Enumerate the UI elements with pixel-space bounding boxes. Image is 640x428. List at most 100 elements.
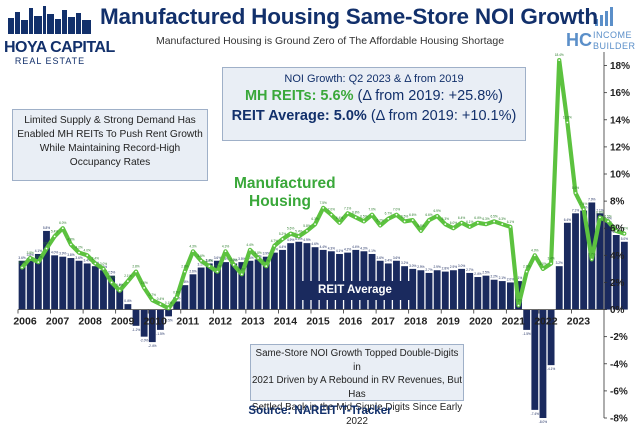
reit-bar [83, 263, 91, 310]
stats-mh-value: MH REITs: 5.6% [244, 88, 354, 104]
income-builder-logo: HC INCOME BUILDER [566, 6, 636, 58]
mh-point-label: 4.5% [43, 242, 50, 246]
stats-reit-value: REIT Average: 5.0% [231, 108, 367, 124]
y-tick-label: 0% [610, 305, 625, 316]
mh-point-label: 0.3% [515, 298, 522, 302]
mh-point [468, 225, 471, 228]
mh-point-label: 6.2% [377, 219, 384, 223]
reit-bar [498, 281, 506, 310]
reit-bar-label: 3.2% [401, 261, 408, 265]
mh-point [338, 221, 341, 224]
x-tick-label: 2017 [371, 316, 395, 328]
reit-bar-label: 3.6% [377, 256, 384, 260]
mh-point [314, 223, 316, 226]
reit-bar [34, 253, 42, 310]
reit-bar-label: 4.1% [368, 249, 375, 253]
x-tick-label: 2007 [46, 316, 70, 328]
mh-point [599, 216, 601, 219]
reit-bar [26, 258, 34, 310]
mh-point-label: 3.4% [92, 256, 99, 260]
reit-bar-label: 3.5% [238, 257, 245, 261]
mh-point [533, 254, 536, 257]
reit-bar [108, 275, 116, 310]
reit-bar-label: 4.9% [303, 238, 310, 242]
rv-rebound-note: Same-Store NOI Growth Topped Double-Digi… [250, 344, 464, 427]
reit-bar-label: 3.6% [75, 256, 82, 260]
mh-label-line: Manufactured [234, 175, 336, 192]
mh-point-label: 5.8% [417, 224, 424, 228]
mh-point-label: 18.4% [555, 53, 564, 57]
reit-bar [75, 260, 83, 310]
mh-point-label: 1.6% [141, 281, 148, 285]
reit-bar [523, 309, 531, 330]
mh-point-label: 6.0% [450, 221, 457, 225]
mh-point-label: 6.3% [499, 217, 506, 221]
mh-point-label: 5.2% [279, 232, 286, 236]
reit-bar [246, 260, 254, 310]
mh-point [159, 303, 162, 306]
mh-point-label: 3.1% [18, 261, 25, 265]
noi-stats-box: NOI Growth: Q2 2023 & Δ from 2019 MH REI… [222, 67, 526, 141]
reit-bar [18, 260, 26, 310]
reit-bar [230, 263, 238, 310]
reit-bar [165, 309, 172, 317]
reit-bar [612, 235, 620, 310]
mh-point-label: 13.8% [563, 115, 572, 119]
x-tick-label: 2019 [437, 316, 461, 328]
reit-bar-label: 2.8% [442, 267, 449, 271]
reit-bar-label: 2.6% [189, 269, 196, 273]
y-tick-label: 12% [610, 142, 630, 153]
reit-bar [555, 266, 563, 310]
reit-bar-label: 2.1% [499, 276, 506, 280]
reit-bar-label: 4.3% [360, 246, 367, 250]
reit-bar-label: -0.5% [164, 318, 172, 322]
reit-bar [425, 272, 433, 310]
reit-bar [51, 255, 59, 310]
mh-point [249, 249, 251, 251]
x-tick-label: 2010 [144, 316, 168, 328]
reit-bar-label: 3.4% [385, 258, 392, 262]
reit-bar-label: 7.9% [588, 197, 595, 201]
mh-point [322, 206, 325, 209]
mh-point-label: 2.1% [124, 274, 131, 278]
reit-bar-label: 4.4% [320, 245, 327, 249]
manufactured-housing-data-labels: 3.1%3.8%3.5%4.5%5.4%6.0%4.8%4.2%4.0%3.4%… [18, 53, 628, 310]
reit-bar [409, 268, 417, 310]
mh-point [102, 267, 105, 270]
mh-point-label: 7.0% [393, 208, 400, 212]
mh-point-label: 4.4% [246, 243, 253, 247]
y-tick-label: 2% [610, 278, 625, 289]
mh-point-label: 4.2% [75, 246, 82, 250]
y-tick-label: -4% [610, 359, 628, 370]
reit-bar [287, 243, 295, 310]
logo-word-income: INCOME [593, 30, 632, 40]
reit-bar-label: 3.8% [27, 253, 34, 257]
mh-point-label: 6.6% [409, 213, 416, 217]
reit-bar [417, 270, 425, 310]
x-tick-label: 2012 [209, 316, 233, 328]
mh-point [542, 267, 544, 270]
mh-point-label: 6.4% [474, 216, 481, 220]
note-bottom-line: Settled Back in the Mid-Signle Digits Si… [251, 402, 463, 427]
reit-bar-label: 6.5% [604, 216, 611, 220]
mh-point [289, 232, 292, 235]
note-bottom-line: 2021 Driven by A Rebound in RV Revenues,… [251, 375, 463, 400]
hoya-capital-logo: HOYA CAPITAL REAL ESTATE [4, 4, 115, 66]
mh-point [379, 224, 382, 227]
mh-point-label: 4.0% [531, 248, 538, 252]
reit-bar-label: 2.9% [434, 265, 441, 269]
reit-bar [604, 221, 612, 310]
reit-bar-label: 4.3% [328, 246, 335, 250]
mh-point-label: 2.8% [523, 265, 530, 269]
reit-bar-label: 3.0% [458, 264, 465, 268]
y-tick-label: 14% [610, 115, 630, 126]
mh-point [558, 59, 561, 62]
reit-bar [319, 249, 327, 310]
reit-bar-label: 4.6% [311, 242, 318, 246]
mh-point-label: 6.4% [336, 216, 343, 220]
reit-bar [157, 309, 164, 330]
logo-text-sub: REAL ESTATE [14, 56, 86, 66]
reit-bar-label: 3.0% [409, 264, 416, 268]
reit-bar-label: 2.7% [466, 268, 473, 272]
